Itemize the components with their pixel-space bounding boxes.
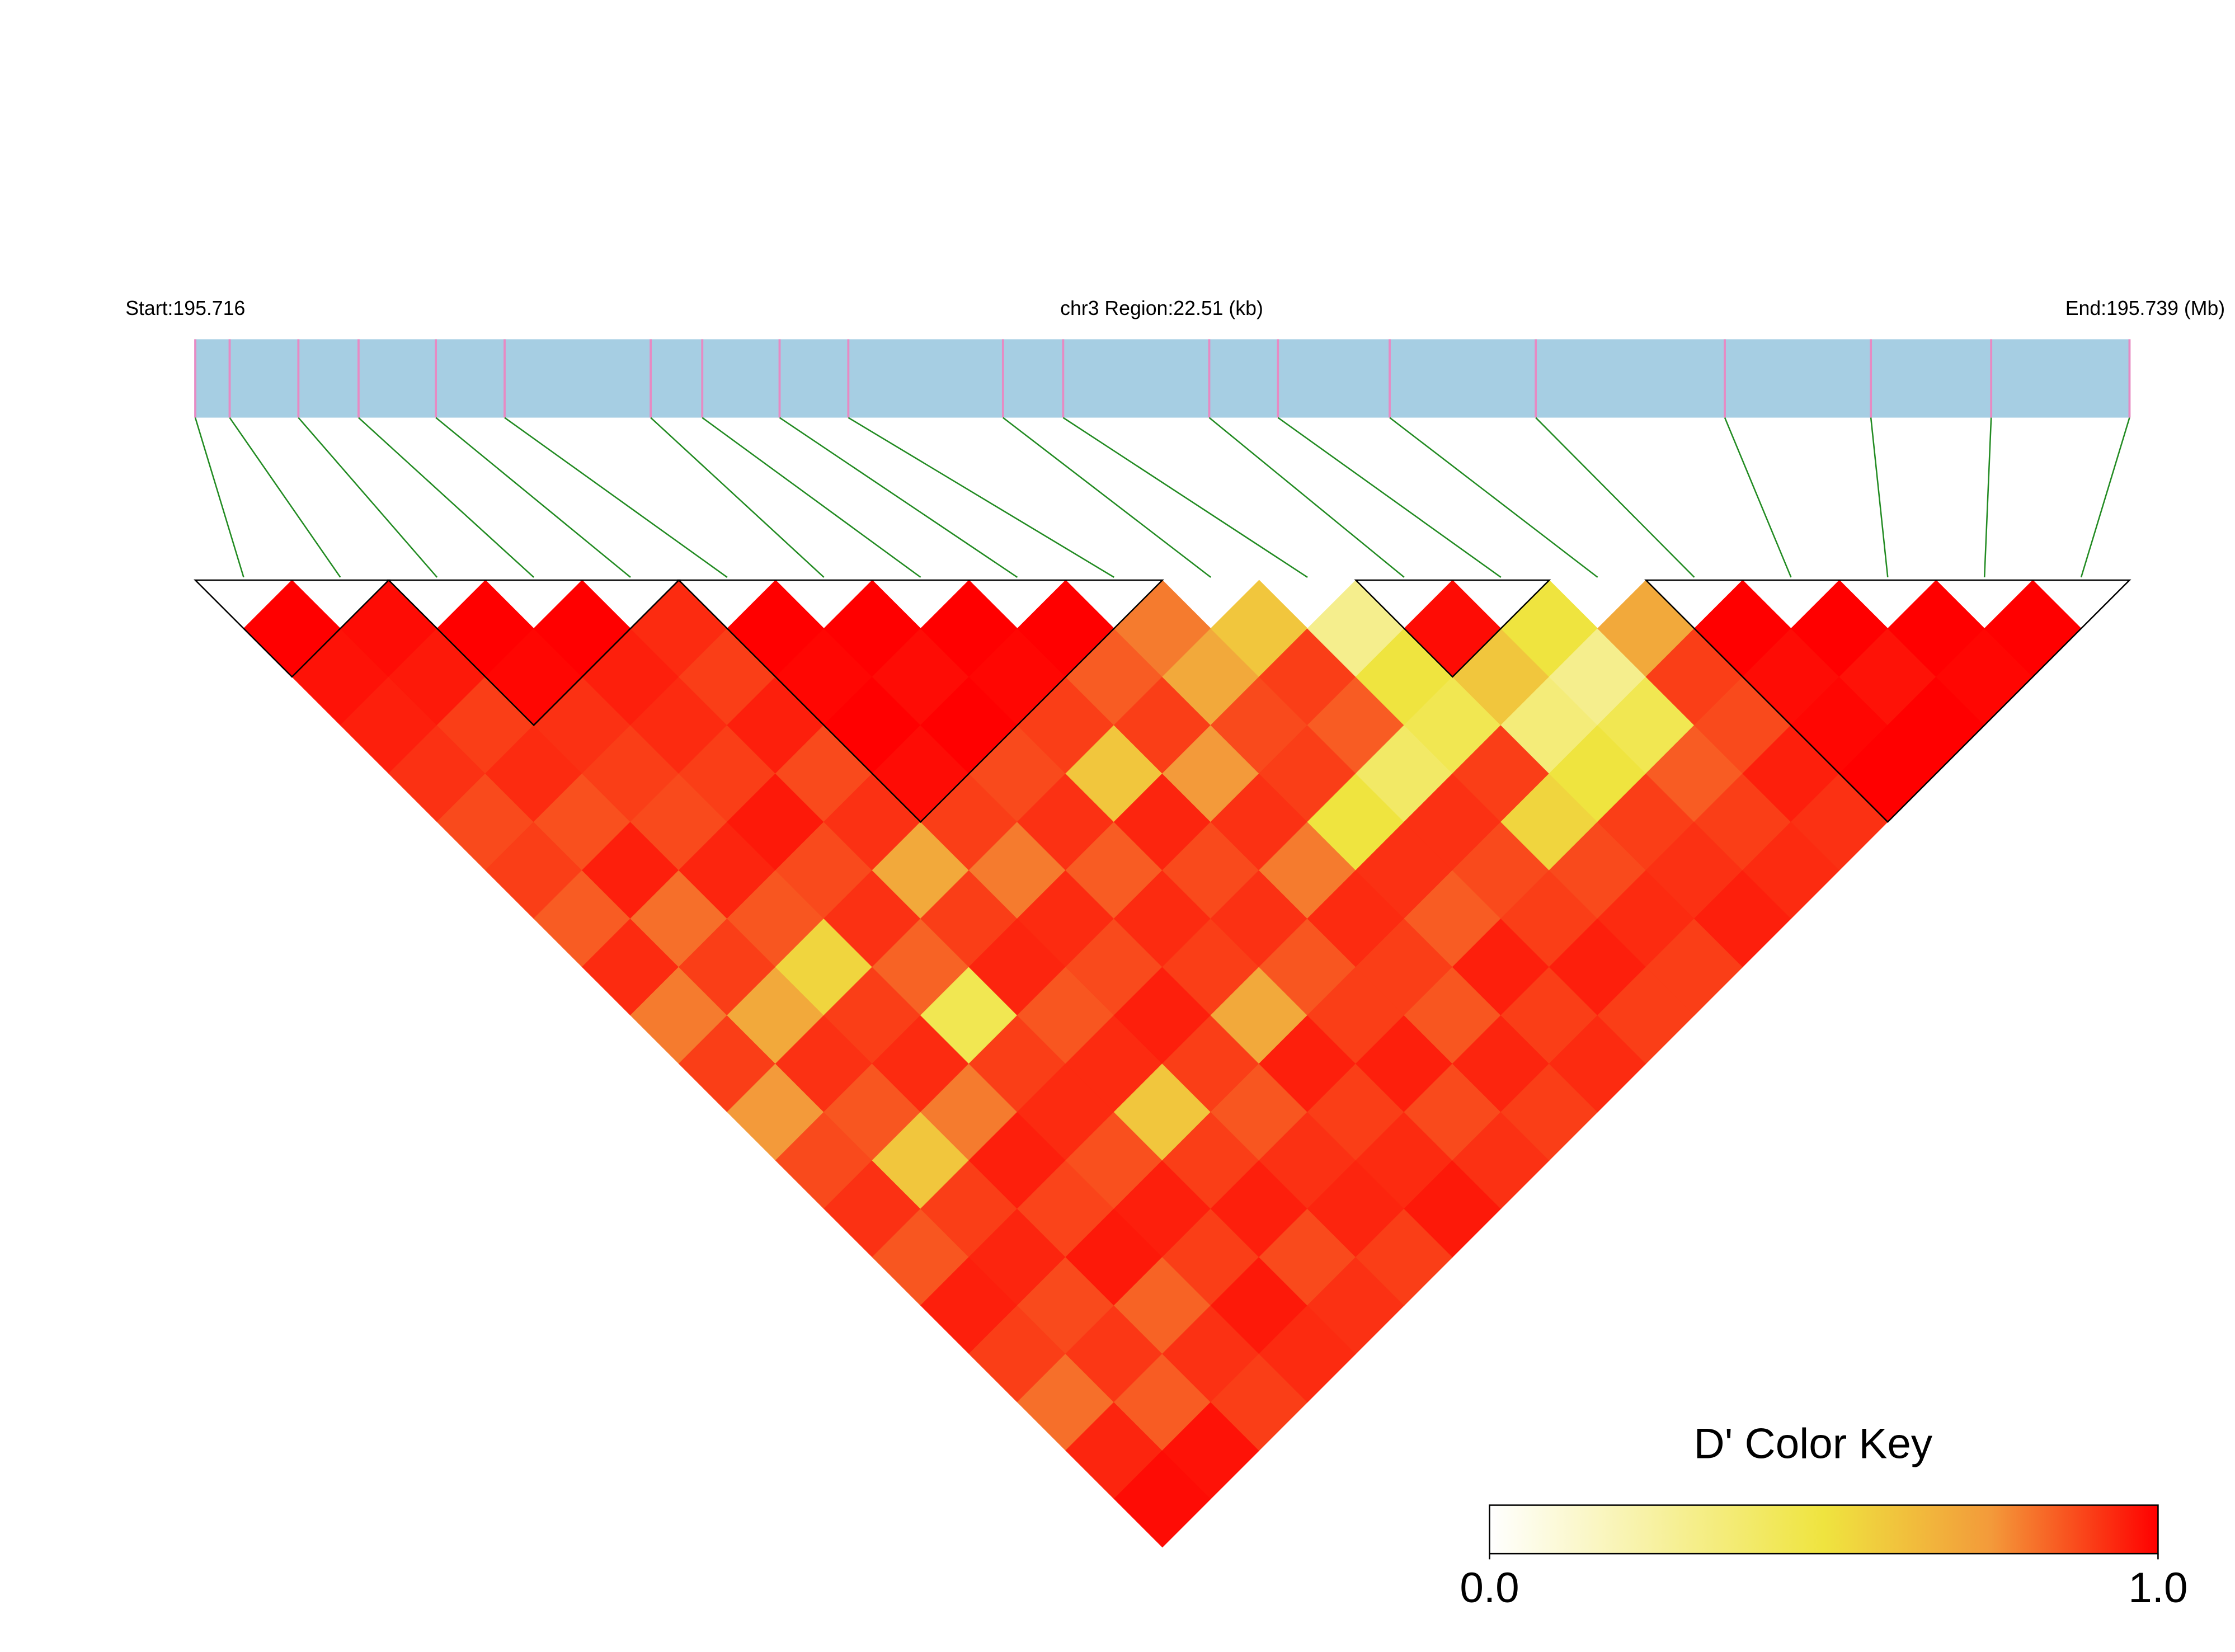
snp-connector [504,417,728,578]
start-label: Start:195.716 [125,297,245,319]
ld-block [1644,579,2132,823]
snp-connector [1535,417,1695,578]
snp-connector [1277,417,1502,578]
color-key [1489,1504,2159,1555]
snp-connector [435,417,631,578]
ld-block [1354,579,1551,678]
ld-cells [243,580,2082,1548]
ld-block [387,579,681,727]
snp-connector [1062,417,1308,578]
snp-connector [2080,417,2130,578]
snp-connector [848,417,1114,578]
snp-connector [1389,417,1598,578]
snp-connector [1870,417,1889,578]
snp-connector [358,417,534,578]
color-key-title: D' Color Key [1694,1420,1933,1467]
snp-connector [1724,417,1792,578]
region-label: chr3 Region:22.51 (kb) [1060,297,1263,319]
key-tick-label: 0.0 [1460,1564,1519,1612]
snp-connector [702,417,921,578]
ld-block [677,579,1164,823]
snp-connector [650,417,825,578]
snp-connector [194,417,244,578]
snp-connector [1208,417,1405,578]
snp-connector [229,417,341,578]
snp-connector [1983,417,1992,577]
ld-block [193,579,390,678]
snp-bar [195,339,2130,418]
snp-connector [1003,417,1211,578]
end-label: End:195.739 (Mb) [2065,297,2225,319]
snp-connector [779,417,1018,578]
snp-connector [298,417,438,578]
key-tick-label: 1.0 [2128,1564,2187,1612]
